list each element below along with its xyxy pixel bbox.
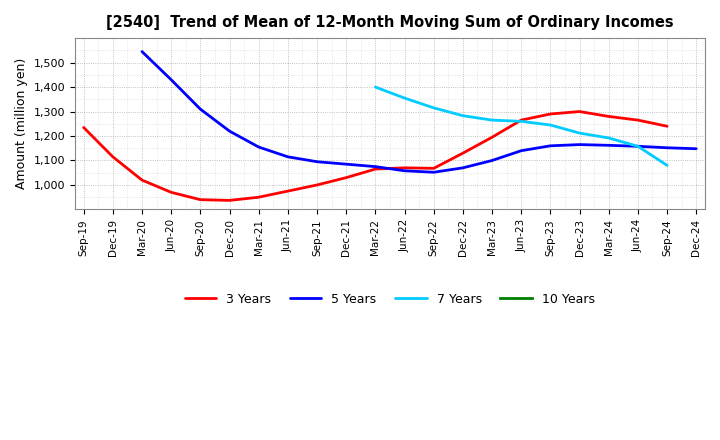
- 5 Years: [487, 158, 496, 163]
- 7 Years: [517, 119, 526, 124]
- 5 Years: [429, 169, 438, 175]
- 5 Years: [662, 145, 671, 150]
- 5 Years: [284, 154, 292, 159]
- 5 Years: [575, 142, 584, 147]
- 3 Years: [138, 177, 146, 183]
- 3 Years: [546, 111, 554, 117]
- Title: [2540]  Trend of Mean of 12-Month Moving Sum of Ordinary Incomes: [2540] Trend of Mean of 12-Month Moving …: [106, 15, 674, 30]
- 3 Years: [517, 117, 526, 123]
- 5 Years: [459, 165, 467, 170]
- 3 Years: [79, 125, 88, 130]
- Line: 5 Years: 5 Years: [142, 51, 696, 172]
- 3 Years: [109, 154, 117, 159]
- 7 Years: [487, 117, 496, 123]
- 3 Years: [634, 117, 642, 123]
- 5 Years: [254, 144, 263, 150]
- 3 Years: [662, 124, 671, 129]
- 7 Years: [575, 130, 584, 136]
- 5 Years: [312, 159, 321, 165]
- 7 Years: [459, 113, 467, 118]
- 7 Years: [604, 136, 613, 141]
- 7 Years: [371, 84, 379, 90]
- 3 Years: [312, 182, 321, 187]
- 3 Years: [342, 175, 351, 180]
- 5 Years: [692, 146, 701, 151]
- 7 Years: [662, 163, 671, 168]
- 5 Years: [400, 168, 409, 173]
- 5 Years: [167, 77, 176, 82]
- 3 Years: [400, 165, 409, 170]
- 5 Years: [634, 144, 642, 149]
- 3 Years: [225, 198, 234, 203]
- 3 Years: [429, 166, 438, 171]
- 3 Years: [254, 194, 263, 200]
- 5 Years: [138, 49, 146, 54]
- 7 Years: [634, 144, 642, 149]
- 3 Years: [459, 150, 467, 156]
- 3 Years: [167, 190, 176, 195]
- 5 Years: [342, 161, 351, 167]
- 3 Years: [487, 135, 496, 140]
- 3 Years: [284, 188, 292, 194]
- 5 Years: [604, 143, 613, 148]
- 7 Years: [429, 105, 438, 110]
- 7 Years: [546, 122, 554, 128]
- 5 Years: [371, 164, 379, 169]
- 3 Years: [604, 114, 613, 119]
- 5 Years: [546, 143, 554, 148]
- Y-axis label: Amount (million yen): Amount (million yen): [15, 58, 28, 189]
- 3 Years: [575, 109, 584, 114]
- Legend: 3 Years, 5 Years, 7 Years, 10 Years: 3 Years, 5 Years, 7 Years, 10 Years: [180, 288, 600, 311]
- 5 Years: [225, 128, 234, 134]
- 3 Years: [196, 197, 204, 202]
- Line: 3 Years: 3 Years: [84, 112, 667, 200]
- Line: 7 Years: 7 Years: [375, 87, 667, 165]
- 3 Years: [371, 166, 379, 172]
- 5 Years: [196, 106, 204, 112]
- 7 Years: [400, 95, 409, 101]
- 5 Years: [517, 148, 526, 154]
